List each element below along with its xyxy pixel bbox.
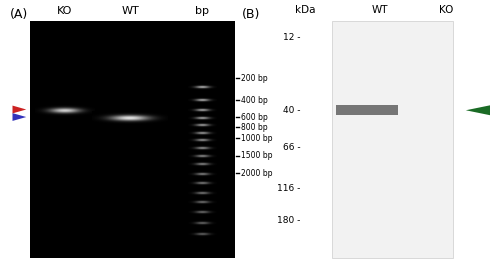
- Text: 116 -: 116 -: [278, 184, 301, 193]
- Bar: [332, 21, 452, 258]
- Text: 1500 bp: 1500 bp: [241, 151, 273, 160]
- Bar: [30, 21, 235, 258]
- Text: (A): (A): [10, 8, 28, 21]
- Text: bp: bp: [196, 6, 209, 16]
- Text: (B): (B): [242, 8, 260, 21]
- Text: 1000 bp: 1000 bp: [241, 134, 273, 143]
- Text: WT: WT: [372, 5, 388, 15]
- Text: kDa: kDa: [295, 5, 316, 15]
- Text: 600 bp: 600 bp: [241, 113, 268, 122]
- Text: 200 bp: 200 bp: [241, 74, 268, 83]
- Text: 400 bp: 400 bp: [241, 96, 268, 105]
- Text: 800 bp: 800 bp: [241, 123, 268, 132]
- Polygon shape: [12, 106, 26, 113]
- Text: 2000 bp: 2000 bp: [241, 169, 273, 178]
- Text: KO: KO: [439, 5, 453, 15]
- Bar: [336, 105, 398, 115]
- Text: 40 -: 40 -: [284, 105, 301, 115]
- Polygon shape: [466, 105, 490, 115]
- Text: 180 -: 180 -: [278, 215, 301, 225]
- Text: 66 -: 66 -: [283, 143, 301, 152]
- Polygon shape: [12, 113, 26, 121]
- Text: WT: WT: [121, 6, 139, 16]
- Text: 12 -: 12 -: [284, 33, 301, 43]
- Text: KO: KO: [58, 6, 72, 16]
